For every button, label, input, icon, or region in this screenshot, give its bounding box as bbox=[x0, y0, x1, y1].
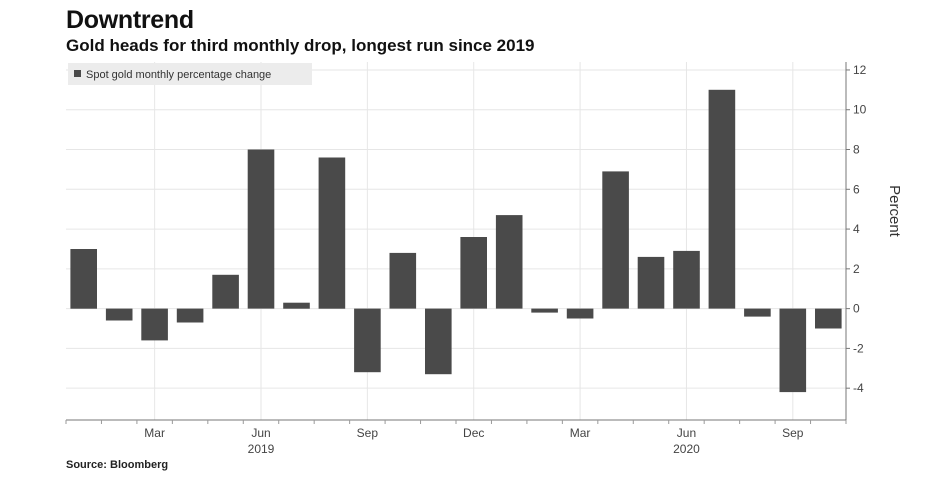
legend-background bbox=[68, 63, 312, 85]
chart-subtitle: Gold heads for third monthly drop, longe… bbox=[66, 36, 535, 55]
bars bbox=[70, 89, 842, 393]
bar bbox=[212, 274, 239, 309]
y-tick-label: 12 bbox=[853, 63, 867, 77]
x-tick-label: Jun bbox=[677, 426, 696, 440]
bar bbox=[389, 252, 417, 309]
x-tick-label: Dec bbox=[463, 426, 484, 440]
bar bbox=[744, 308, 771, 317]
y-axis-ticks: 12 10 8 6 4 2 0 -2 -4 bbox=[846, 63, 867, 395]
y-tick-label: -2 bbox=[853, 341, 864, 355]
x-year-label: 2020 bbox=[673, 442, 700, 456]
bar bbox=[460, 237, 487, 309]
bar bbox=[70, 249, 97, 309]
y-tick-label: 2 bbox=[853, 262, 860, 276]
bar bbox=[815, 308, 842, 329]
bar bbox=[637, 256, 665, 309]
y-tick-label: -4 bbox=[853, 381, 864, 395]
y-tick-label: 8 bbox=[853, 143, 860, 157]
grid-lines bbox=[66, 62, 846, 420]
bar bbox=[141, 308, 168, 341]
legend: Spot gold monthly percentage change bbox=[68, 63, 312, 85]
bar bbox=[105, 308, 133, 321]
chart-title: Downtrend bbox=[66, 6, 194, 34]
source-note: Source: Bloomberg bbox=[66, 459, 169, 471]
bar bbox=[247, 149, 275, 309]
axes bbox=[65, 62, 847, 424]
bar bbox=[531, 308, 558, 313]
legend-swatch bbox=[74, 70, 81, 77]
bar bbox=[354, 308, 381, 373]
y-tick-label: 10 bbox=[853, 103, 867, 117]
bar bbox=[708, 89, 736, 309]
bar bbox=[779, 308, 807, 393]
y-axis-label: Percent bbox=[886, 185, 903, 238]
y-tick-label: 6 bbox=[853, 182, 860, 196]
x-tick-label: Jun bbox=[251, 426, 270, 440]
bar bbox=[176, 308, 204, 323]
x-tick-label: Sep bbox=[782, 426, 804, 440]
bar bbox=[318, 157, 346, 309]
bar bbox=[673, 250, 700, 309]
x-tick-label: Mar bbox=[144, 426, 165, 440]
x-axis-ticks: Mar Jun Sep Dec Mar Jun Sep 2019 2020 bbox=[144, 426, 804, 456]
bar bbox=[495, 215, 523, 309]
bar bbox=[602, 171, 629, 309]
x-year-label: 2019 bbox=[248, 442, 275, 456]
x-tick-label: Mar bbox=[570, 426, 591, 440]
legend-label: Spot gold monthly percentage change bbox=[86, 69, 271, 81]
bar bbox=[283, 302, 310, 309]
y-tick-label: 4 bbox=[853, 222, 860, 236]
bar bbox=[566, 308, 594, 319]
x-tick-label: Sep bbox=[357, 426, 379, 440]
y-tick-label: 0 bbox=[853, 302, 860, 316]
bar bbox=[425, 308, 452, 375]
